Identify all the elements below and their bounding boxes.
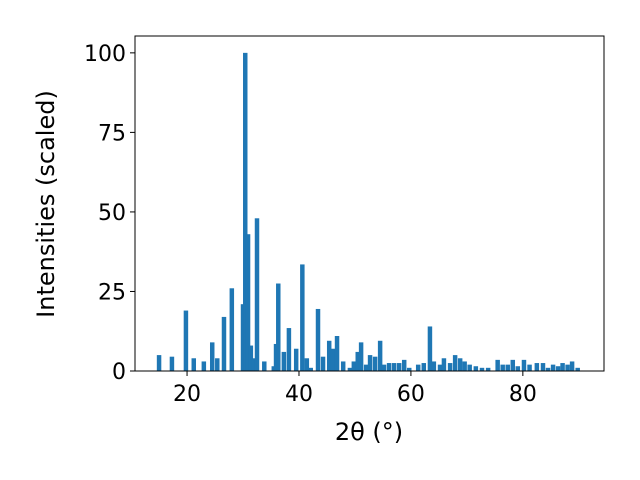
x-tick-label: 20 <box>173 382 201 407</box>
y-tick-label: 75 <box>98 121 126 146</box>
bar <box>447 363 453 371</box>
bar <box>183 310 189 371</box>
bar <box>367 355 373 371</box>
x-tick-label: 80 <box>509 382 537 407</box>
bar <box>515 366 521 371</box>
bar <box>355 351 360 371</box>
bar <box>215 358 220 371</box>
bar <box>340 361 346 371</box>
bar <box>505 364 510 371</box>
bar <box>565 364 570 371</box>
bar <box>320 356 326 371</box>
bar <box>569 361 575 371</box>
bar <box>406 367 412 371</box>
bar <box>334 336 340 371</box>
bar <box>555 366 561 371</box>
bar <box>286 328 292 371</box>
bar <box>372 356 378 371</box>
bar <box>527 364 532 371</box>
bar <box>245 234 251 371</box>
bar <box>427 326 433 371</box>
bar <box>347 367 353 371</box>
bar <box>358 342 364 371</box>
bar <box>304 358 310 371</box>
bar <box>351 361 357 371</box>
bar <box>300 264 305 371</box>
bar <box>521 359 527 371</box>
bar <box>363 364 369 371</box>
bar <box>457 358 463 371</box>
bar <box>441 358 447 371</box>
bar <box>500 364 505 371</box>
y-tick-label: 25 <box>98 280 126 305</box>
bar <box>545 367 551 371</box>
bar <box>156 355 162 371</box>
bar <box>191 358 197 371</box>
bar <box>401 359 407 371</box>
bar <box>575 367 580 371</box>
bar <box>254 218 260 371</box>
plot-frame <box>134 35 605 372</box>
x-tick-label: 40 <box>285 382 313 407</box>
bar <box>271 366 277 371</box>
x-tick-label: 60 <box>397 382 425 407</box>
y-tick-label: 0 <box>112 360 126 385</box>
y-tick-label: 100 <box>84 42 126 67</box>
bar <box>421 363 427 371</box>
bar <box>386 363 392 371</box>
bar <box>452 355 458 371</box>
bar <box>431 361 437 371</box>
bar <box>243 52 248 371</box>
bar <box>276 283 281 371</box>
y-axis-label: Intensities (scaled) <box>32 90 60 318</box>
x-axis-label: 2θ (°) <box>335 418 403 446</box>
bar <box>221 316 227 371</box>
bar <box>308 367 313 371</box>
bar <box>396 363 402 371</box>
y-tick-label: 50 <box>98 201 126 226</box>
bar <box>251 358 257 371</box>
bar <box>209 342 215 371</box>
bar <box>510 359 516 371</box>
bar <box>467 364 472 371</box>
bar <box>540 363 546 371</box>
bar <box>479 367 485 371</box>
bar <box>201 361 207 371</box>
bar <box>415 364 421 371</box>
bar <box>391 363 397 371</box>
bar <box>293 348 299 371</box>
bar <box>534 363 540 371</box>
bar <box>330 348 336 371</box>
bar <box>473 366 479 371</box>
bar <box>281 351 287 371</box>
bar <box>550 364 556 371</box>
bar <box>437 364 443 371</box>
bar <box>248 345 254 371</box>
bar <box>262 361 267 371</box>
bar <box>381 364 387 371</box>
bar <box>560 363 565 371</box>
bar <box>495 359 500 371</box>
bar <box>315 308 321 371</box>
bar <box>326 340 332 371</box>
bar <box>485 367 491 371</box>
bar <box>169 356 175 371</box>
bar <box>462 361 467 371</box>
bar <box>229 288 235 371</box>
bar <box>377 340 383 371</box>
